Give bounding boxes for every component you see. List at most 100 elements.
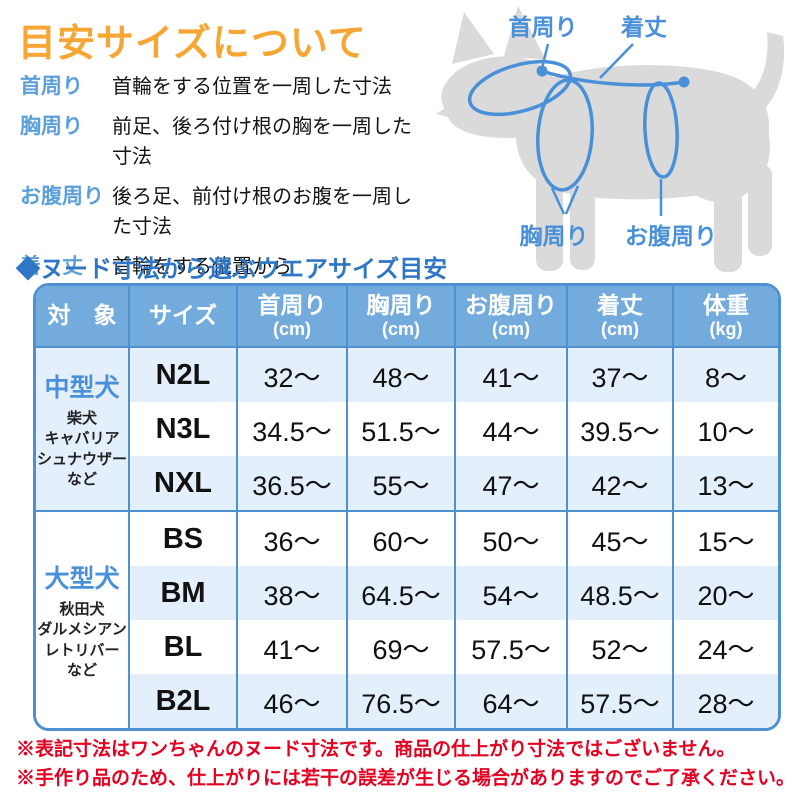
group-breeds: 秋田犬 ダルメシアン レトリバー など — [37, 601, 127, 679]
measurement-cell: 48〜 — [346, 347, 455, 402]
table-row: BL 41〜 69〜 57.5〜 52〜 24〜 — [36, 620, 778, 674]
header-label: お腹周り — [465, 292, 557, 319]
measurement-cell: 54〜 — [454, 566, 567, 620]
note-line: ※手作り品のため、仕上がりには若干の誤差が生じる場合がありますのでご了承ください… — [16, 768, 796, 789]
header-label: 首周り — [257, 292, 327, 319]
measurement-cell: 32〜 — [236, 347, 347, 402]
dog-measurement-diagram: 首周り 着丈 胸周り お腹周り — [418, 2, 800, 284]
size-table: 対 象 サイズ 首周り (cm) 胸周り (cm) お腹周り (cm) — [36, 286, 778, 728]
size-code-cell: N3L — [128, 402, 237, 456]
header-length: 着丈 (cm) — [566, 286, 673, 348]
header-size: サイズ — [128, 286, 237, 348]
chest-measure-ellipse — [536, 78, 594, 192]
definition-term: 着 丈 — [20, 255, 83, 278]
measurement-cell: 36.5〜 — [236, 456, 347, 511]
measurement-cell: 50〜 — [454, 510, 567, 566]
definition-row: 胸周り 前足、後ろ付け根の胸を一周した寸法 — [20, 112, 420, 172]
table-header-row: 対 象 サイズ 首周り (cm) 胸周り (cm) お腹周り (cm) — [36, 286, 778, 348]
measurement-cell: 44〜 — [454, 402, 567, 456]
header-unit: (cm) — [381, 318, 420, 339]
size-table-container: 対 象 サイズ 首周り (cm) 胸周り (cm) お腹周り (cm) — [33, 283, 781, 731]
measurement-cell: 64〜 — [454, 674, 567, 728]
size-code-cell: NXL — [128, 456, 237, 511]
header-unit: (cm) — [272, 318, 311, 339]
measurement-cell: 52〜 — [566, 620, 673, 674]
group-name: 中型犬 — [44, 374, 120, 402]
measurement-cell: 46〜 — [236, 674, 347, 728]
header-label: 着丈 — [597, 292, 643, 319]
dog-diagram-svg: 首周り 着丈 胸周り お腹周り — [436, 6, 785, 272]
length-line-start-dot — [536, 65, 548, 77]
length-label-leader — [599, 43, 634, 79]
definition-desc: 後ろ足、前付け根のお腹を一周した寸法 — [112, 186, 412, 238]
header-label: 体重 — [703, 292, 749, 319]
section-title: ◆ヌード寸法から選ぶウエアサイズ目安 — [16, 256, 448, 283]
note-line: ※表記寸法はワンちゃんのヌード寸法です。商品の仕上がり寸法ではございません。 — [16, 739, 736, 760]
measurement-cell: 24〜 — [672, 620, 778, 674]
measurement-cell: 41〜 — [454, 347, 567, 402]
table-row: 中型犬柴犬 キャバリア シュナウザー など N2L 32〜 48〜 41〜 37〜 8〜 — [36, 347, 778, 511]
group-breeds: 柴犬 キャバリア シュナウザー など — [36, 410, 127, 488]
measurement-cell: 51.5〜 — [346, 402, 455, 456]
header-label: サイズ — [148, 302, 218, 329]
header-neck: 首周り (cm) — [236, 286, 347, 348]
measurement-cell: 57.5〜 — [454, 620, 567, 674]
measurement-cell: 36〜 — [236, 510, 347, 566]
chest-label-leader — [550, 185, 580, 215]
measurement-cell: 10〜 — [672, 402, 778, 456]
neck-measure-ellipse — [467, 59, 573, 117]
length-label: 着丈 — [621, 14, 667, 40]
measurement-cell: 69〜 — [346, 620, 455, 674]
table-row: NXL 36.5〜 55〜 47〜 42〜 13〜 — [36, 456, 778, 511]
measurement-cell: 37〜 — [566, 347, 673, 402]
header-unit: (cm) — [600, 318, 639, 339]
definition-row: お腹周り 後ろ足、前付け根のお腹を一周した寸法 — [20, 182, 420, 242]
measurement-cell: 41〜 — [236, 620, 347, 674]
measurement-cell: 60〜 — [346, 510, 455, 566]
neck-label-leader — [540, 43, 550, 69]
target-group-cell: 中型犬柴犬 キャバリア シュナウザー など — [36, 347, 129, 511]
group-name: 大型犬 — [44, 565, 120, 593]
measurement-cell: 20〜 — [672, 566, 778, 620]
size-code-cell: B2L — [128, 674, 237, 728]
table-row: N3L 34.5〜 51.5〜 44〜 39.5〜 10〜 — [36, 402, 778, 456]
measurement-cell: 64.5〜 — [346, 566, 455, 620]
measurement-cell: 15〜 — [672, 510, 778, 566]
header-label: 対 象 — [47, 302, 117, 329]
target-group-cell: 大型犬秋田犬 ダルメシアン レトリバー など — [36, 510, 129, 728]
measurement-cell: 55〜 — [346, 456, 455, 511]
header-target: 対 象 — [36, 286, 129, 348]
measurement-cell: 8〜 — [672, 347, 778, 402]
measurement-cell: 28〜 — [672, 674, 778, 728]
measurement-overlays — [467, 43, 685, 216]
measurement-cell: 76.5〜 — [346, 674, 455, 728]
header-chest: 胸周り (cm) — [346, 286, 455, 348]
measurement-cell: 13〜 — [672, 456, 778, 511]
measurement-cell: 48.5〜 — [566, 566, 673, 620]
measurement-cell: 45〜 — [566, 510, 673, 566]
length-line-end-dot — [678, 76, 690, 88]
belly-label: お腹周り — [625, 223, 717, 249]
measurement-cell: 39.5〜 — [566, 402, 673, 456]
header-label: 胸周り — [366, 292, 436, 319]
definition-term: 胸周り — [20, 115, 83, 138]
length-line-dots — [536, 65, 690, 88]
measurement-cell: 42〜 — [566, 456, 673, 511]
header-belly: お腹周り (cm) — [454, 286, 567, 348]
table-row: B2L 46〜 76.5〜 64〜 57.5〜 28〜 — [36, 674, 778, 728]
page-title: 目安サイズについて — [18, 23, 367, 65]
definition-desc: 首輪をする位置を一周した寸法 — [112, 76, 392, 98]
size-code-cell: BM — [128, 566, 237, 620]
definition-desc: 前足、後ろ付け根の胸を一周した寸法 — [112, 116, 412, 168]
measurement-cell: 34.5〜 — [236, 402, 347, 456]
definition-term: 首周り — [20, 75, 83, 98]
size-code-cell: BL — [128, 620, 237, 674]
back-length-line — [541, 69, 685, 87]
size-code-cell: N2L — [128, 347, 237, 402]
definition-term: お腹周り — [20, 185, 104, 208]
definition-row: 首周り 首輪をする位置を一周した寸法 — [20, 72, 420, 102]
measurement-cell: 57.5〜 — [566, 674, 673, 728]
measurement-cell: 38〜 — [236, 566, 347, 620]
header-unit: (cm) — [491, 318, 530, 339]
dog-silhouette — [436, 6, 785, 272]
